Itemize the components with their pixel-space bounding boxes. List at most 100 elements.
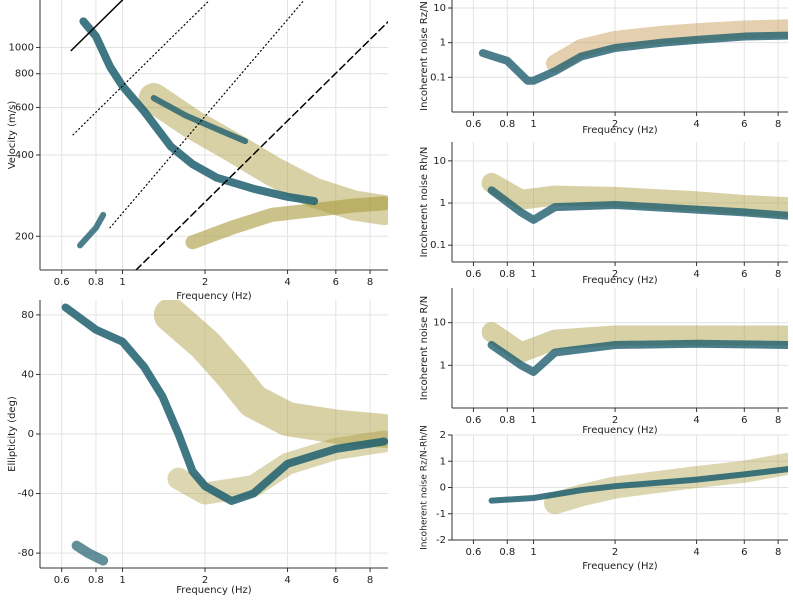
x-tick-label: 1 [119, 277, 125, 288]
y-axis-label: Incoherent noise Rz/N-Rh/N [420, 425, 430, 550]
plot-area [488, 452, 788, 515]
y-axis-label: Velocity (m/s) [7, 101, 18, 170]
ridge-line [153, 300, 388, 449]
y-tick-label: 10 [433, 156, 446, 167]
panel: 0.6 0.8 1 2 4 6 8 -2 -1 0 1 2 Frequency (Hz) Incohere… [420, 425, 788, 572]
x-tick-label: 4 [693, 269, 699, 280]
x-tick-label: 6 [741, 415, 747, 426]
y-tick-label: 10 [433, 3, 446, 14]
ridge-line [481, 172, 788, 218]
ridge-line [185, 196, 388, 250]
x-axis-label: Frequency (Hz) [582, 125, 658, 136]
y-axis-label: Incoherent noise R/N [419, 296, 430, 400]
ridge-line [71, 540, 109, 566]
x-tick-label: 0.6 [54, 277, 70, 288]
x-tick-label: 2 [612, 547, 618, 558]
ridge-line [70, 0, 124, 52]
x-tick-label: 2 [612, 269, 618, 280]
panel: 0.6 0.8 1 2 4 6 8 -80 -40 0 40 80 Frequency (Hz) Elli… [7, 300, 388, 596]
x-tick-label: 0.8 [88, 575, 104, 586]
x-tick-label: 6 [741, 547, 747, 558]
y-tick-label: -80 [18, 548, 34, 559]
x-tick-label: 4 [284, 575, 290, 586]
x-tick-label: 0.8 [499, 269, 515, 280]
x-tick-label: 1 [530, 547, 536, 558]
panel: 0.6 0.8 1 2 4 6 8 1 10 Frequency (Hz) Incoherent n… [419, 288, 788, 436]
x-axis-label: Frequency (Hz) [582, 275, 658, 286]
y-tick-label: 80 [21, 310, 34, 321]
plot-area [481, 322, 788, 376]
ridge-line [109, 0, 305, 229]
ridge-line [545, 19, 788, 73]
y-tick-label: -40 [18, 489, 34, 500]
y-tick-label: 0.1 [430, 240, 446, 251]
y-tick-label: 200 [15, 231, 34, 242]
ridge-line [77, 211, 107, 249]
x-tick-label: 1 [530, 119, 536, 130]
y-axis-label: Incoherent noise Rh/N [419, 147, 430, 258]
x-tick-label: 6 [333, 575, 339, 586]
x-tick-label: 0.8 [499, 415, 515, 426]
x-axis-label: Frequency (Hz) [176, 291, 252, 302]
ridge-line [487, 186, 788, 224]
x-tick-label: 2 [202, 575, 208, 586]
y-axis-label: Incoherent noise Rz/N [419, 1, 430, 111]
x-tick-label: 0.6 [465, 269, 481, 280]
ridge-line [487, 339, 788, 376]
y-tick-label: 400 [15, 150, 34, 161]
y-tick-label: -1 [436, 509, 446, 520]
x-tick-label: 2 [202, 277, 208, 288]
y-tick-label: 0 [440, 483, 446, 494]
x-tick-label: 4 [693, 415, 699, 426]
y-axis-label: Ellipticity (deg) [7, 396, 18, 472]
x-tick-label: 8 [367, 277, 373, 288]
x-tick-label: 8 [367, 575, 373, 586]
x-tick-label: 1 [119, 575, 125, 586]
panel: 0.6 0.8 1 2 4 6 8 0.1 1 10 Frequency (Hz) Incoheren… [419, 0, 788, 136]
x-tick-label: 0.6 [465, 119, 481, 130]
x-tick-label: 4 [693, 119, 699, 130]
panel: 0.6 0.8 1 2 4 6 8 200 400 600 800 1000 Frequency (Hz… [7, 0, 388, 302]
x-tick-label: 0.6 [465, 415, 481, 426]
plot-area [478, 19, 788, 85]
panel: 0.6 0.8 1 2 4 6 8 0.1 1 10 Frequency (Hz) Incoheren… [419, 142, 788, 286]
x-axis-label: Frequency (Hz) [582, 561, 658, 572]
y-tick-label: 2 [440, 430, 446, 441]
y-tick-label: 0.1 [430, 72, 446, 83]
y-tick-label: 1 [440, 198, 446, 209]
x-tick-label: 4 [284, 277, 290, 288]
x-tick-label: 0.6 [54, 575, 70, 586]
y-tick-label: 1 [440, 38, 446, 49]
x-tick-label: 0.6 [465, 547, 481, 558]
plot-area [481, 172, 788, 224]
x-tick-label: 8 [775, 269, 781, 280]
ridge-line [72, 0, 211, 136]
ridge-line [478, 31, 788, 85]
x-axis-label: Frequency (Hz) [176, 585, 252, 596]
x-tick-label: 8 [775, 119, 781, 130]
plot-area [70, 0, 388, 270]
y-tick-label: 10 [433, 318, 446, 329]
x-tick-label: 1 [530, 415, 536, 426]
x-tick-label: 0.8 [499, 119, 515, 130]
y-tick-label: -2 [436, 535, 446, 546]
x-tick-label: 2 [612, 119, 618, 130]
y-tick-label: 1000 [9, 43, 34, 54]
ridge-line [79, 17, 319, 206]
x-tick-label: 0.8 [88, 277, 104, 288]
y-tick-label: 600 [15, 102, 34, 113]
x-tick-label: 6 [333, 277, 339, 288]
x-tick-label: 6 [741, 269, 747, 280]
ridge-line [488, 466, 788, 504]
x-tick-label: 4 [693, 547, 699, 558]
y-tick-label: 1 [440, 456, 446, 467]
x-tick-label: 6 [741, 119, 747, 130]
ridge-line [481, 322, 788, 363]
ridge-line [61, 303, 388, 505]
plot-area [61, 300, 388, 566]
y-tick-label: 0 [28, 429, 34, 440]
y-tick-label: 800 [15, 69, 34, 80]
x-tick-label: 2 [612, 415, 618, 426]
ridge-line [135, 21, 388, 270]
